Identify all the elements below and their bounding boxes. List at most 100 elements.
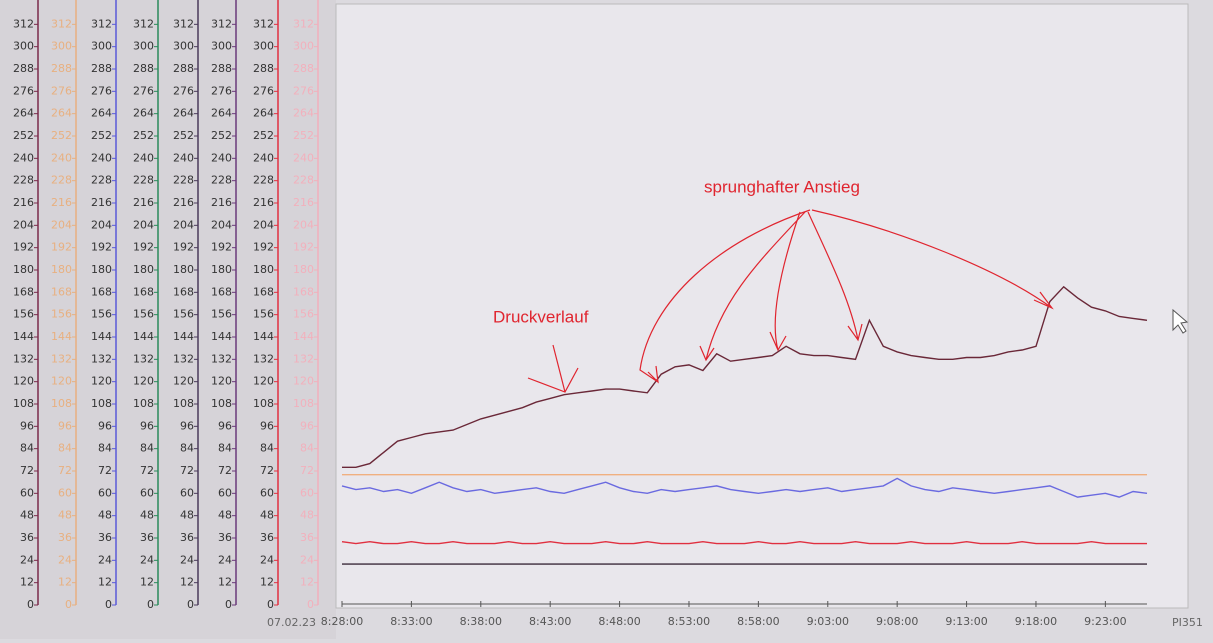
y-tick-label: 216: [253, 196, 274, 209]
y-tick-label: 264: [211, 107, 232, 120]
x-tick-label: 8:48:00: [598, 615, 640, 628]
y-tick-label: 252: [133, 129, 154, 142]
y-tick-label: 24: [20, 553, 34, 566]
y-tick-label: 276: [253, 84, 274, 97]
y-tick-label: 264: [51, 107, 72, 120]
y-tick-label: 168: [211, 285, 232, 298]
y-tick-label: 132: [253, 352, 274, 365]
y-tick-label: 252: [51, 129, 72, 142]
y-tick-label: 144: [253, 330, 274, 343]
y-tick-label: 132: [51, 352, 72, 365]
y-tick-label: 192: [293, 241, 314, 254]
y-tick-label: 12: [260, 576, 274, 589]
y-tick-label: 240: [173, 151, 194, 164]
y-tick-label: 288: [173, 62, 194, 75]
y-tick-label: 36: [180, 531, 194, 544]
y-tick-label: 36: [98, 531, 112, 544]
y-tick-label: 48: [140, 509, 154, 522]
y-tick-label: 84: [20, 442, 34, 455]
y-tick-label: 72: [20, 464, 34, 477]
y-tick-label: 120: [253, 375, 274, 388]
y-tick-label: 12: [140, 576, 154, 589]
y-tick-label: 204: [211, 218, 232, 231]
y-tick-label: 216: [293, 196, 314, 209]
y-tick-label: 156: [253, 308, 274, 321]
y-tick-label: 264: [91, 107, 112, 120]
y-tick-label: 12: [218, 576, 232, 589]
y-tick-label: 252: [13, 129, 34, 142]
annotation: Druckverlauf: [493, 307, 589, 326]
y-tick-label: 276: [211, 84, 232, 97]
y-tick-label: 192: [133, 241, 154, 254]
y-tick-label: 0: [187, 598, 194, 611]
y-tick-label: 0: [267, 598, 274, 611]
y-tick-label: 168: [51, 285, 72, 298]
y-tick-label: 300: [13, 40, 34, 53]
y-tick-label: 120: [173, 375, 194, 388]
y-tick-label: 0: [307, 598, 314, 611]
y-tick-label: 180: [91, 263, 112, 276]
y-tick-label: 0: [147, 598, 154, 611]
y-tick-label: 276: [51, 84, 72, 97]
y-tick-label: 312: [13, 17, 34, 30]
y-tick-label: 204: [91, 218, 112, 231]
y-tick-label: 168: [91, 285, 112, 298]
y-tick-label: 240: [293, 151, 314, 164]
y-tick-label: 252: [91, 129, 112, 142]
y-tick-label: 300: [173, 40, 194, 53]
y-tick-label: 288: [211, 62, 232, 75]
y-tick-label: 144: [173, 330, 194, 343]
y-tick-label: 108: [211, 397, 232, 410]
y-tick-label: 132: [211, 352, 232, 365]
y-tick-label: 72: [180, 464, 194, 477]
y-tick-label: 60: [300, 486, 314, 499]
y-tick-label: 12: [300, 576, 314, 589]
y-tick-label: 300: [91, 40, 112, 53]
y-tick-label: 240: [211, 151, 232, 164]
y-tick-label: 96: [140, 419, 154, 432]
x-tick-label: 8:53:00: [668, 615, 710, 628]
y-tick-label: 312: [133, 17, 154, 30]
y-tick-label: 48: [260, 509, 274, 522]
y-tick-label: 288: [133, 62, 154, 75]
y-tick-label: 84: [180, 442, 194, 455]
y-tick-label: 144: [133, 330, 154, 343]
y-tick-label: 252: [211, 129, 232, 142]
y-tick-label: 108: [51, 397, 72, 410]
y-tick-label: 180: [133, 263, 154, 276]
y-tick-label: 240: [91, 151, 112, 164]
y-tick-label: 168: [133, 285, 154, 298]
y-tick-label: 204: [253, 218, 274, 231]
y-tick-label: 108: [13, 397, 34, 410]
y-tick-label: 264: [13, 107, 34, 120]
y-tick-label: 96: [58, 419, 72, 432]
y-tick-label: 36: [140, 531, 154, 544]
y-tick-label: 48: [180, 509, 194, 522]
y-tick-label: 24: [260, 553, 274, 566]
y-tick-label: 72: [300, 464, 314, 477]
y-tick-label: 144: [51, 330, 72, 343]
y-tick-label: 240: [13, 151, 34, 164]
y-tick-label: 228: [173, 174, 194, 187]
y-tick-label: 192: [253, 241, 274, 254]
y-tick-label: 204: [133, 218, 154, 231]
y-tick-label: 300: [51, 40, 72, 53]
y-tick-label: 120: [133, 375, 154, 388]
y-tick-label: 84: [98, 442, 112, 455]
y-tick-label: 216: [133, 196, 154, 209]
y-tick-label: 312: [173, 17, 194, 30]
y-tick-label: 276: [13, 84, 34, 97]
y-tick-label: 240: [253, 151, 274, 164]
y-tick-label: 288: [51, 62, 72, 75]
x-tick-label: 9:18:00: [1015, 615, 1057, 628]
y-tick-label: 12: [20, 576, 34, 589]
y-tick-label: 12: [98, 576, 112, 589]
y-tick-label: 48: [58, 509, 72, 522]
y-tick-label: 84: [260, 442, 274, 455]
y-tick-label: 300: [293, 40, 314, 53]
y-tick-label: 0: [65, 598, 72, 611]
y-tick-label: 264: [133, 107, 154, 120]
y-tick-label: 108: [133, 397, 154, 410]
y-tick-label: 12: [58, 576, 72, 589]
y-tick-label: 120: [211, 375, 232, 388]
